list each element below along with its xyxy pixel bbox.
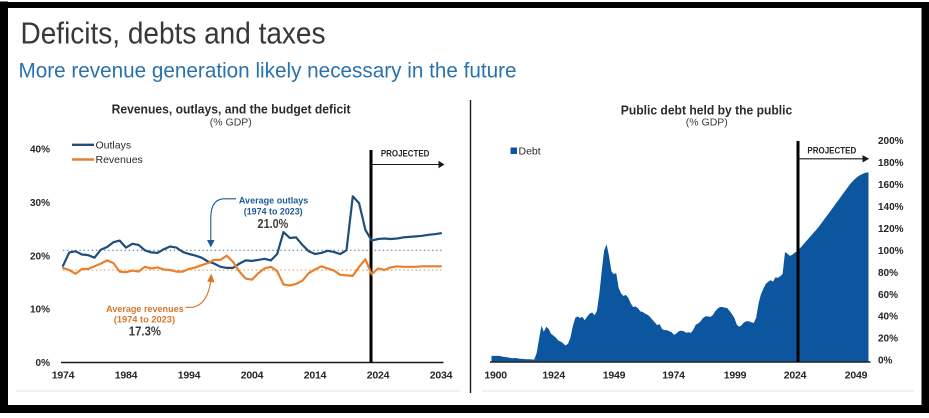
- svg-text:Revenues: Revenues: [96, 154, 143, 166]
- svg-text:1984: 1984: [115, 370, 138, 382]
- svg-text:1999: 1999: [724, 370, 747, 382]
- svg-text:200%: 200%: [878, 136, 904, 147]
- svg-text:(% GDP): (% GDP): [210, 117, 252, 129]
- svg-text:40%: 40%: [878, 312, 898, 323]
- svg-text:Outlays: Outlays: [96, 139, 132, 151]
- svg-text:2024: 2024: [784, 370, 807, 382]
- svg-text:2014: 2014: [304, 370, 327, 382]
- svg-text:180%: 180%: [878, 158, 904, 169]
- svg-text:Average outlays: Average outlays: [239, 196, 309, 207]
- svg-text:Deficits, debts and taxes: Deficits, debts and taxes: [21, 15, 326, 50]
- svg-text:140%: 140%: [878, 202, 904, 213]
- svg-text:1949: 1949: [603, 370, 626, 382]
- svg-text:60%: 60%: [878, 290, 898, 301]
- svg-text:20%: 20%: [878, 334, 898, 345]
- svg-text:80%: 80%: [878, 268, 898, 279]
- svg-text:1974: 1974: [52, 370, 75, 382]
- svg-text:1900: 1900: [484, 370, 507, 382]
- svg-text:2049: 2049: [845, 370, 868, 382]
- svg-text:(% GDP): (% GDP): [686, 117, 728, 129]
- svg-text:More revenue generation likely: More revenue generation likely necessary…: [19, 58, 517, 82]
- svg-text:0%: 0%: [36, 358, 51, 369]
- svg-text:1974: 1974: [662, 370, 685, 382]
- svg-text:0%: 0%: [878, 356, 893, 367]
- svg-text:2024: 2024: [367, 370, 390, 382]
- svg-text:40%: 40%: [30, 145, 50, 156]
- svg-text:10%: 10%: [30, 305, 50, 316]
- svg-text:1994: 1994: [178, 370, 201, 382]
- svg-text:Public debt held by the public: Public debt held by the public: [621, 103, 793, 117]
- svg-text:21.0%: 21.0%: [258, 216, 289, 231]
- svg-text:2004: 2004: [241, 370, 264, 382]
- svg-text:160%: 160%: [878, 180, 904, 191]
- svg-text:Debt: Debt: [519, 146, 541, 158]
- svg-text:120%: 120%: [878, 224, 904, 235]
- svg-text:Average revenues: Average revenues: [106, 304, 184, 315]
- svg-text:Revenues, outlays, and the bud: Revenues, outlays, and the budget defici…: [112, 102, 352, 116]
- svg-text:100%: 100%: [878, 246, 904, 257]
- svg-text:1924: 1924: [542, 370, 565, 382]
- svg-text:30%: 30%: [30, 198, 50, 209]
- svg-text:PROJECTED: PROJECTED: [807, 145, 856, 155]
- svg-text:17.3%: 17.3%: [129, 323, 162, 338]
- svg-text:PROJECTED: PROJECTED: [381, 149, 430, 159]
- svg-text:20%: 20%: [30, 251, 50, 262]
- svg-text:2034: 2034: [430, 370, 453, 382]
